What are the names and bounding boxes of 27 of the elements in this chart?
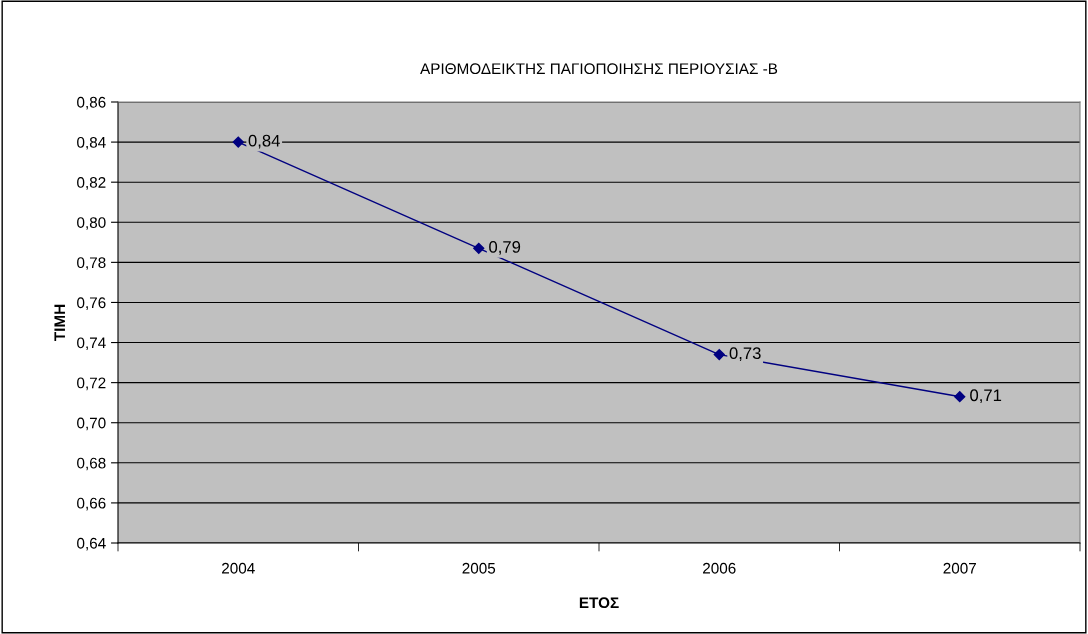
y-tick-label: 0,86 bbox=[77, 96, 106, 110]
x-axis-title: ΕΤΟΣ bbox=[579, 597, 619, 609]
data-label: 0,84 bbox=[248, 134, 280, 149]
y-tick-label: 0,66 bbox=[77, 497, 106, 511]
data-label: 0,73 bbox=[729, 347, 761, 362]
point bbox=[713, 348, 725, 361]
point bbox=[473, 242, 485, 254]
point bbox=[954, 391, 966, 403]
y-tick-label: 0,80 bbox=[77, 217, 106, 230]
x-tick-label: 2007 bbox=[943, 562, 976, 574]
y-tick-label: 0,76 bbox=[77, 297, 106, 310]
y-tick-label: 0,64 bbox=[77, 537, 106, 551]
x-tick-label: 2004 bbox=[222, 562, 255, 574]
y-tick-label: 0,74 bbox=[77, 337, 106, 351]
x-tick-label: 2006 bbox=[703, 562, 736, 574]
point bbox=[232, 136, 244, 148]
y-tick-label: 0,72 bbox=[77, 377, 106, 391]
y-tick-label: 0,68 bbox=[77, 457, 106, 471]
y-tick-label: 0,84 bbox=[77, 136, 106, 150]
x-tick-label: 2005 bbox=[462, 562, 496, 574]
data-label: 0,79 bbox=[489, 241, 521, 255]
y-axis-title: ΤΙΜΗ bbox=[54, 304, 65, 341]
y-tick-label: 0,78 bbox=[77, 257, 106, 270]
data-label: 0,71 bbox=[970, 389, 1002, 404]
y-tick-label: 0,82 bbox=[77, 177, 106, 190]
chart-title: ΑΡΙΘΜΟΔΕΙΚΤΗΣ ΠΑΓΙΟΠΟΙΗΣΗΣ ΠΕΡΙΟΥΣΙΑΣ -Β bbox=[420, 63, 778, 75]
y-tick-label: 0,70 bbox=[77, 417, 106, 431]
